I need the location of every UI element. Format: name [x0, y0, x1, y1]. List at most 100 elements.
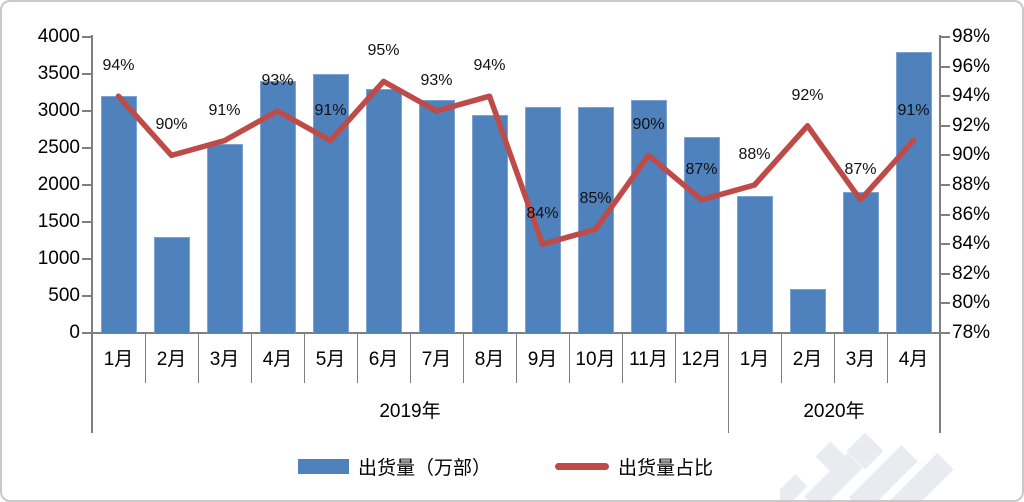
left-axis-tick [82, 258, 92, 260]
month-label: 1月 [103, 349, 134, 370]
left-axis-tick-label: 4000 [37, 26, 80, 47]
data-label: 87% [685, 160, 718, 178]
month-label: 4月 [898, 349, 929, 370]
data-label: 91% [314, 101, 347, 119]
left-axis-tick-label: 1500 [37, 211, 80, 232]
right-axis-tick [940, 302, 950, 305]
month-separator [780, 333, 782, 383]
year-label: 2019年 [379, 401, 441, 422]
legend-bar-swatch [298, 458, 349, 474]
month-separator [250, 333, 252, 383]
month-label: 2月 [792, 349, 823, 370]
left-axis-tick [82, 147, 92, 149]
month-separator [144, 333, 146, 383]
data-label: 90% [632, 116, 665, 134]
left-axis-tick-label: 0 [69, 322, 80, 343]
month-label: 5月 [315, 349, 346, 370]
right-axis-tick-label: 96% [952, 55, 991, 77]
right-axis-tick [940, 272, 950, 275]
legend-ratio-label: 出货量占比 [618, 457, 714, 479]
right-axis-tick-label: 94% [952, 85, 991, 107]
right-axis-tick-label: 98% [952, 26, 991, 47]
data-label: 95% [367, 42, 400, 60]
month-separator [409, 333, 411, 383]
left-axis-tick [82, 73, 92, 75]
month-label: 12月 [681, 349, 722, 370]
month-separator [674, 333, 676, 383]
bar [789, 289, 826, 333]
month-separator [197, 333, 199, 383]
left-axis-line [91, 35, 93, 433]
left-axis-tick [82, 221, 92, 223]
month-label: 6月 [368, 349, 399, 370]
year-separator [727, 333, 729, 433]
right-axis-tick-label: 82% [952, 262, 991, 284]
left-axis-tick [82, 110, 92, 112]
month-separator [568, 333, 570, 383]
data-label: 93% [420, 72, 453, 89]
month-label: 1月 [739, 349, 770, 370]
left-axis-tick-label: 3000 [37, 100, 80, 121]
data-label: 85% [579, 190, 612, 208]
right-axis-tick [940, 124, 950, 127]
month-separator [462, 333, 464, 383]
left-axis-tick [82, 36, 92, 38]
right-axis-tick-label: 92% [952, 114, 991, 136]
right-axis-tick-label: 88% [952, 174, 991, 195]
month-separator [833, 333, 835, 383]
data-label: 84% [526, 205, 559, 223]
year-label: 2020年 [803, 401, 865, 422]
right-axis-tick [940, 95, 950, 98]
right-axis-line [939, 35, 941, 433]
data-label: 91% [208, 101, 241, 119]
legend-item-shipments: 出货量（万部） [298, 452, 491, 480]
right-axis-tick [940, 36, 950, 38]
month-separator [621, 333, 623, 383]
left-axis-tick-label: 500 [48, 285, 80, 306]
month-separator [303, 333, 305, 383]
left-axis-tick [82, 184, 92, 186]
month-label: 3月 [845, 349, 876, 370]
month-label: 10月 [575, 349, 616, 370]
right-axis-tick-label: 84% [952, 233, 991, 255]
month-separator [886, 333, 888, 383]
left-axis-tick-label: 2500 [37, 137, 80, 158]
left-axis-tick-label: 2000 [37, 174, 80, 195]
left-axis-tick-label: 1000 [37, 248, 80, 269]
right-axis-tick [940, 243, 950, 246]
legend-item-ratio: 出货量占比 [555, 452, 713, 480]
month-label: 4月 [262, 349, 293, 370]
data-label: 88% [738, 146, 771, 163]
month-label: 9月 [527, 349, 558, 370]
right-axis-tick [940, 213, 950, 216]
legend-shipments-label: 出货量（万部） [358, 457, 492, 479]
right-axis-tick [940, 184, 950, 186]
data-label: 94% [102, 57, 135, 75]
right-axis-tick-label: 78% [952, 322, 991, 343]
right-axis-tick-label: 80% [952, 292, 991, 314]
right-axis-tick [940, 65, 950, 68]
data-label: 94% [473, 57, 506, 75]
month-label: 11月 [629, 349, 668, 370]
data-label: 92% [791, 86, 824, 104]
data-label: 87% [844, 160, 877, 178]
month-label: 8月 [474, 349, 505, 370]
left-axis-tick-label: 3500 [37, 63, 80, 84]
bar [153, 236, 190, 333]
left-axis-tick [82, 295, 92, 297]
month-label: 3月 [209, 349, 240, 370]
month-label: 2月 [156, 349, 187, 370]
month-label: 7月 [421, 349, 452, 370]
left-axis-tick [82, 332, 92, 334]
month-separator [515, 333, 517, 383]
data-label: 93% [261, 72, 294, 89]
legend-line-swatch [555, 462, 609, 470]
month-separator [356, 333, 358, 383]
watermark-logo [780, 432, 954, 500]
right-axis-tick [940, 154, 950, 157]
data-label: 90% [155, 116, 188, 134]
right-axis-tick [940, 332, 950, 334]
right-axis-tick-label: 86% [952, 203, 991, 225]
